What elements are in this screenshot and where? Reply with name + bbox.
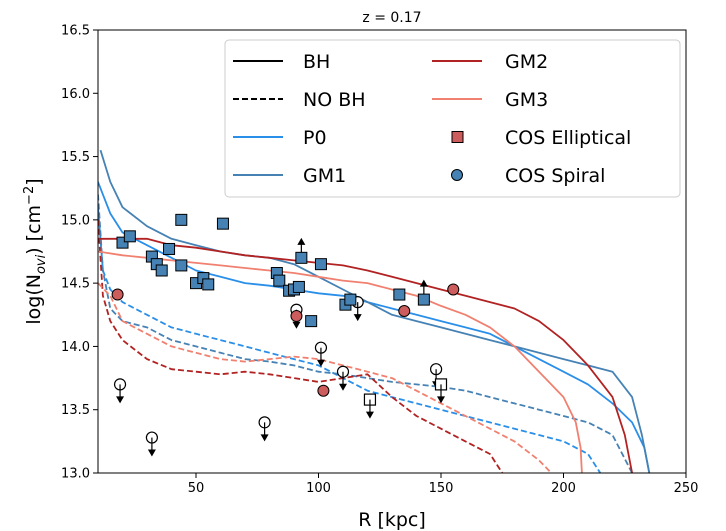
cos-spiral-point [295,251,308,264]
legend-label: NO BH [303,89,366,111]
x-tick-label: 50 [188,481,205,496]
cos-spiral-point [202,278,215,291]
y-tick-label: 16.0 [61,87,90,102]
legend-label: COS Elliptical [505,127,631,149]
x-tick-label: 150 [429,481,454,496]
cos-spiral-point [175,213,188,226]
upper-limit-marker [434,378,448,404]
upper-limit-marker [258,416,271,442]
legend-label: GM2 [505,51,548,73]
series-line-gm2-solid [98,237,633,473]
legend-item-gm3: GM3 [432,89,548,111]
legend-label: P0 [303,127,327,149]
legend-item-gm2: GM2 [432,51,548,73]
y-tick-label: 14.5 [61,277,90,292]
y-tick-label: 15.5 [61,150,90,165]
legend-box [224,39,681,198]
upper-limit-marker [113,378,127,404]
x-tick-label: 100 [306,481,331,496]
cos-spiral-point [314,258,327,271]
cos-spiral-point [216,217,229,230]
legend: BH NO BH P0 GM1 GM2 GM3 COS Elliptical COS Spir… [224,39,681,198]
legend-item-bh: BH [233,51,330,73]
legend-label: COS Spiral [505,165,605,187]
series-line-gm2-dashed [98,219,504,473]
legend-item-no-bh: NO BH [233,89,366,111]
legend-label: GM1 [303,165,346,187]
cos-spiral-point [155,264,168,277]
axes: 50 100 150 200 250 13.0 13.5 14.0 14.5 15.0 15.5 16… [61,24,698,497]
cos-elliptical-point [317,384,330,397]
chart-title: z = 0.17 [362,10,421,26]
legend-item-cos-spiral: COS Spiral [451,165,605,187]
y-axis-title-end: ] [23,178,45,185]
cos-spiral-point [116,236,129,249]
cos-elliptical-point [290,310,303,323]
y-axis-title-sup: −2 [22,186,37,205]
legend-label: BH [303,51,330,73]
x-axis-title: R [kpc] [358,509,426,531]
cos-elliptical-point [398,304,411,317]
cos-spiral-point [417,293,430,306]
cos-spiral-point [273,274,286,287]
y-tick-label: 14.0 [61,340,90,355]
upper-limit-marker [314,341,328,367]
legend-label: GM3 [505,89,548,111]
cos-spiral-point [292,280,305,293]
upper-limit-marker [363,393,377,419]
cos-spiral-point [344,293,357,306]
cos-spiral-point [305,315,318,328]
upper-limit-marker [145,431,158,457]
cos-spiral-point [123,230,136,243]
y-axis-title-sub: ovi [34,254,49,274]
y-tick-label: 13.5 [61,403,90,418]
upper-limit-marker [336,365,350,391]
series-line-gm3-dashed [98,282,552,473]
series-line-gm3-solid [98,250,583,473]
y-axis-title: log(Novi) [cm−2] [22,178,49,324]
legend-item-p0: P0 [233,127,327,149]
cos-spiral-point [175,259,188,272]
y-tick-label: 16.5 [61,24,90,39]
legend-swatch [451,131,464,143]
plot-frame [97,29,687,474]
x-tick-label: 200 [551,481,576,496]
y-tick-label: 15.0 [61,213,90,228]
y-tick-label: 13.0 [61,467,90,482]
series-line-gm1-solid [99,149,651,473]
x-tick-label: 250 [674,481,699,496]
cos-elliptical-point [447,283,460,296]
cos-spiral-point [163,242,176,255]
cos-elliptical-point [111,288,124,301]
y-axis-title-mid: ) [cm [23,205,45,255]
plot-content [98,149,651,473]
legend-swatch [451,169,463,181]
legend-item-cos-elliptical: COS Elliptical [451,127,631,149]
cos-spiral-point [393,288,406,301]
y-axis-title-main: log(N [23,274,45,325]
legend-item-gm1: GM1 [233,165,346,187]
